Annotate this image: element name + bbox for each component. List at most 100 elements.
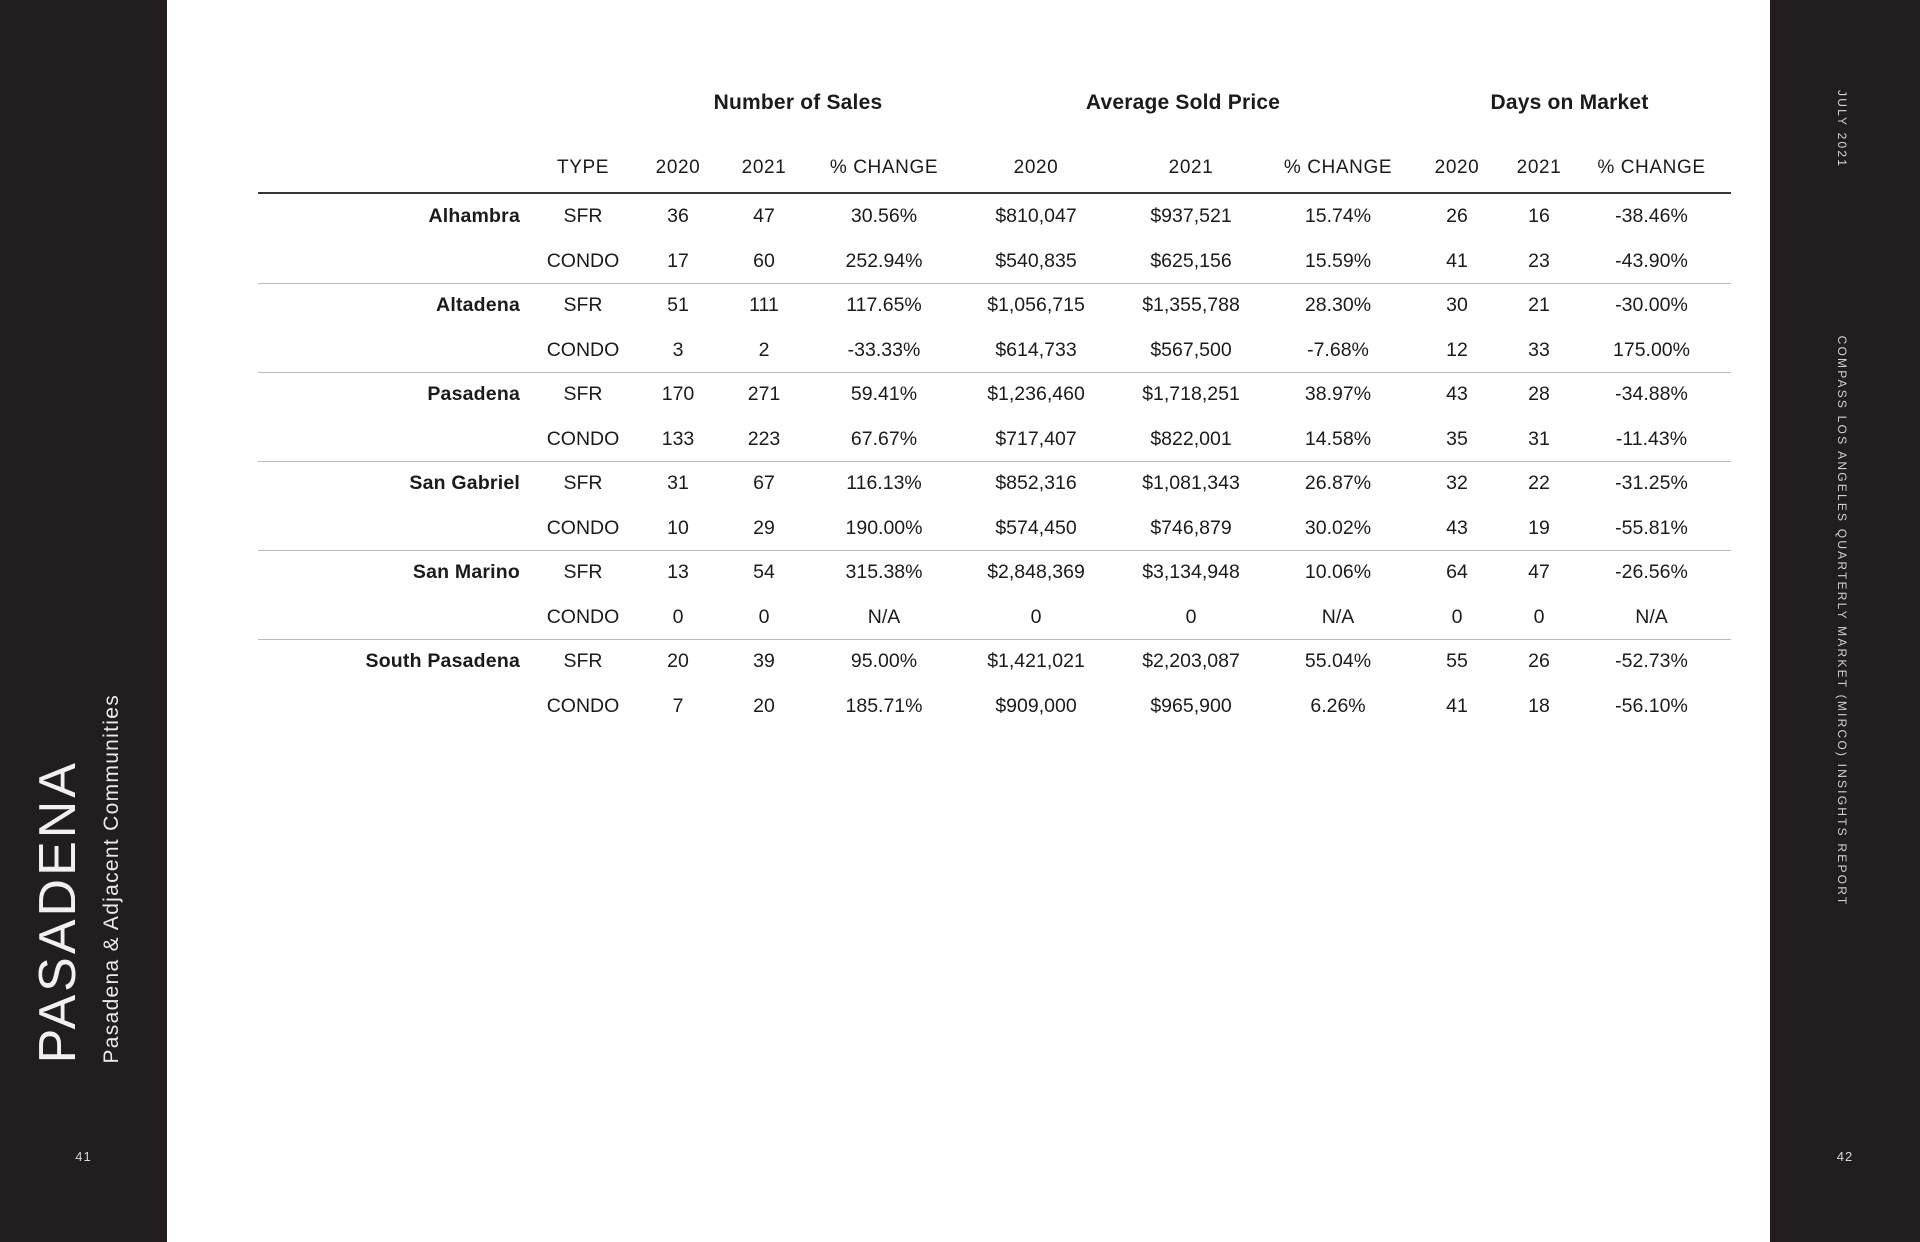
cell-sales-2021: 60	[753, 249, 775, 272]
cell-sales-2020: 7	[672, 694, 684, 717]
cell-type: SFR	[563, 294, 603, 317]
cell-type: CONDO	[546, 694, 620, 717]
cell-dom-2021: 23	[1528, 249, 1550, 272]
cell-price-2021: $3,134,948	[1142, 561, 1240, 584]
cell-price-2021: 0	[1185, 605, 1197, 628]
cell-price-2020: $574,450	[995, 516, 1077, 539]
cell-dom-2021: 21	[1528, 294, 1550, 317]
cell-sales-2021: 29	[753, 516, 775, 539]
cell-price-change: -7.68%	[1307, 338, 1369, 361]
cell-dom-2021: 28	[1528, 383, 1550, 406]
group-header-average-sold-price: Average Sold Price	[1085, 91, 1281, 114]
cell-price-change: 15.74%	[1304, 205, 1372, 228]
cell-price-2021: $1,718,251	[1142, 383, 1240, 406]
cell-sales-2021: 223	[747, 427, 781, 450]
cell-sales-2020: 10	[667, 516, 689, 539]
cell-dom-2020: 26	[1446, 205, 1468, 228]
cell-price-change: 38.97%	[1304, 383, 1372, 406]
cell-dom-change: -52.73%	[1615, 650, 1688, 673]
cell-type: CONDO	[546, 605, 620, 628]
table-row: Pasadena SFR 170 271 59.41% $1,236,460 $…	[258, 372, 1731, 417]
cell-sales-2020: 13	[667, 561, 689, 584]
cell-dom-change: -43.90%	[1615, 249, 1688, 272]
table-row: South Pasadena SFR 20 39 95.00% $1,421,0…	[258, 639, 1731, 684]
cell-sales-change: 59.41%	[850, 383, 918, 406]
cell-dom-change: 175.00%	[1613, 338, 1690, 361]
cell-type: SFR	[563, 472, 603, 495]
main-content: Number of Sales Average Sold Price Days …	[167, 0, 1770, 1242]
cell-dom-2020: 64	[1446, 561, 1468, 584]
cell-dom-2020: 55	[1446, 650, 1468, 673]
table-row: Altadena SFR 51 111 117.65% $1,056,715 $…	[258, 283, 1731, 328]
table-row: CONDO 133 223 67.67% $717,407 $822,001 1…	[258, 417, 1731, 462]
cell-dom-change: -56.10%	[1615, 694, 1688, 717]
cell-type: CONDO	[546, 427, 620, 450]
cell-sales-2020: 31	[667, 472, 689, 495]
cell-dom-2021: 0	[1533, 605, 1545, 628]
page-number-left: 41	[75, 1149, 92, 1164]
market-table: Number of Sales Average Sold Price Days …	[258, 70, 1731, 728]
column-header-dom-2021: 2021	[1516, 157, 1562, 178]
report-name: COMPASS LOS ANGELES QUARTERLY MARKET (MI…	[1835, 335, 1849, 907]
column-header-type: TYPE	[556, 157, 610, 178]
cell-sales-2020: 20	[667, 650, 689, 673]
column-header-sales-change: % CHANGE	[829, 157, 939, 178]
cell-price-2020: $852,316	[995, 472, 1077, 495]
cell-dom-2020: 30	[1446, 294, 1468, 317]
cell-price-2021: $1,081,343	[1142, 472, 1240, 495]
cell-price-2020: $1,236,460	[987, 383, 1085, 406]
group-header-number-of-sales: Number of Sales	[713, 91, 883, 114]
cell-price-2020: $810,047	[995, 205, 1077, 228]
table-row: San Marino SFR 13 54 315.38% $2,848,369 …	[258, 550, 1731, 595]
cell-type: SFR	[563, 650, 603, 673]
cell-price-2020: $2,848,369	[987, 561, 1085, 584]
cell-dom-2021: 22	[1528, 472, 1550, 495]
table-row: CONDO 3 2 -33.33% $614,733 $567,500 -7.6…	[258, 328, 1731, 373]
cell-type: CONDO	[546, 249, 620, 272]
cell-community: Pasadena	[427, 383, 520, 406]
column-header-dom-2020: 2020	[1434, 157, 1480, 178]
cell-dom-2021: 16	[1528, 205, 1550, 228]
table-row: CONDO 10 29 190.00% $574,450 $746,879 30…	[258, 506, 1731, 551]
cell-sales-2020: 51	[667, 294, 689, 317]
cell-sales-2021: 67	[753, 472, 775, 495]
cell-sales-2021: 54	[753, 561, 775, 584]
cell-type: SFR	[563, 561, 603, 584]
cell-sales-change: 30.56%	[850, 205, 918, 228]
cell-sales-2020: 170	[661, 383, 695, 406]
cell-price-2020: $540,835	[995, 249, 1077, 272]
cell-price-2020: $614,733	[995, 338, 1077, 361]
cell-sales-2020: 3	[672, 338, 684, 361]
table-group-header-row: Number of Sales Average Sold Price Days …	[258, 70, 1731, 136]
cell-price-change: 26.87%	[1304, 472, 1372, 495]
cell-sales-2021: 20	[753, 694, 775, 717]
cell-sales-change: 116.13%	[846, 472, 922, 495]
cell-dom-2020: 35	[1446, 427, 1468, 450]
cell-sales-2020: 36	[667, 205, 689, 228]
cell-price-2020: 0	[1030, 605, 1042, 628]
cell-dom-2021: 26	[1528, 650, 1550, 673]
cell-dom-2020: 32	[1446, 472, 1468, 495]
cell-sales-change: -33.33%	[847, 338, 921, 361]
column-header-price-2021: 2021	[1168, 157, 1214, 178]
cell-type: CONDO	[546, 516, 620, 539]
cell-sales-change: 95.00%	[850, 650, 918, 673]
cell-dom-2020: 43	[1446, 516, 1468, 539]
cell-price-2021: $937,521	[1150, 205, 1232, 228]
cell-price-2020: $717,407	[995, 427, 1077, 450]
cell-price-2020: $1,421,021	[987, 650, 1085, 673]
column-header-sales-2021: 2021	[741, 157, 787, 178]
cell-sales-change: 67.67%	[850, 427, 918, 450]
cell-type: SFR	[563, 205, 603, 228]
right-sidebar: JULY 2021 COMPASS LOS ANGELES QUARTERLY …	[1770, 0, 1920, 1242]
cell-price-change: 55.04%	[1304, 650, 1372, 673]
cell-dom-2020: 41	[1446, 694, 1468, 717]
cell-dom-2021: 47	[1528, 561, 1550, 584]
cell-sales-2020: 0	[672, 605, 684, 628]
cell-type: CONDO	[546, 338, 620, 361]
cell-dom-2020: 41	[1446, 249, 1468, 272]
cell-dom-change: -31.25%	[1615, 472, 1688, 495]
cell-dom-2021: 33	[1528, 338, 1550, 361]
cell-price-change: 30.02%	[1304, 516, 1372, 539]
